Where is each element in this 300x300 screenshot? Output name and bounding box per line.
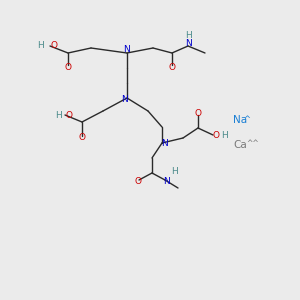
Text: O: O: [134, 178, 142, 187]
Text: Ca: Ca: [233, 140, 247, 150]
Text: O: O: [64, 62, 71, 71]
Text: O: O: [65, 110, 73, 119]
Text: H: H: [172, 167, 178, 176]
Text: O: O: [79, 134, 86, 142]
Text: ^: ^: [243, 116, 250, 124]
Text: H: H: [37, 41, 44, 50]
Text: H: H: [184, 31, 191, 40]
Text: O: O: [50, 41, 58, 50]
Text: O: O: [169, 62, 176, 71]
Text: N: N: [124, 46, 130, 55]
Text: H: H: [222, 130, 228, 140]
Text: O: O: [212, 130, 220, 140]
Text: N: N: [162, 139, 168, 148]
Text: ^^: ^^: [246, 139, 259, 148]
Text: N: N: [164, 178, 170, 187]
Text: Na: Na: [233, 115, 247, 125]
Text: O: O: [194, 109, 202, 118]
Text: N: N: [186, 38, 192, 47]
Text: H: H: [55, 110, 62, 119]
Text: N: N: [121, 94, 128, 103]
